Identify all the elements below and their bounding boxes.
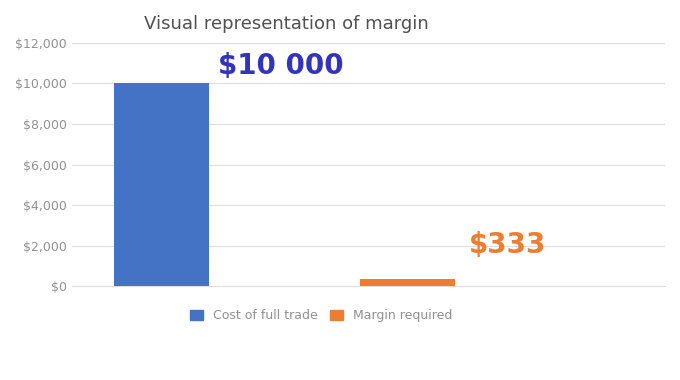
Text: $333: $333 bbox=[469, 231, 546, 259]
Text: $10 000: $10 000 bbox=[218, 52, 344, 80]
Legend: Cost of full trade, Margin required: Cost of full trade, Margin required bbox=[184, 303, 458, 329]
Bar bbox=[360, 279, 456, 286]
Text: Visual representation of margin: Visual representation of margin bbox=[143, 15, 428, 33]
Bar bbox=[114, 84, 209, 286]
